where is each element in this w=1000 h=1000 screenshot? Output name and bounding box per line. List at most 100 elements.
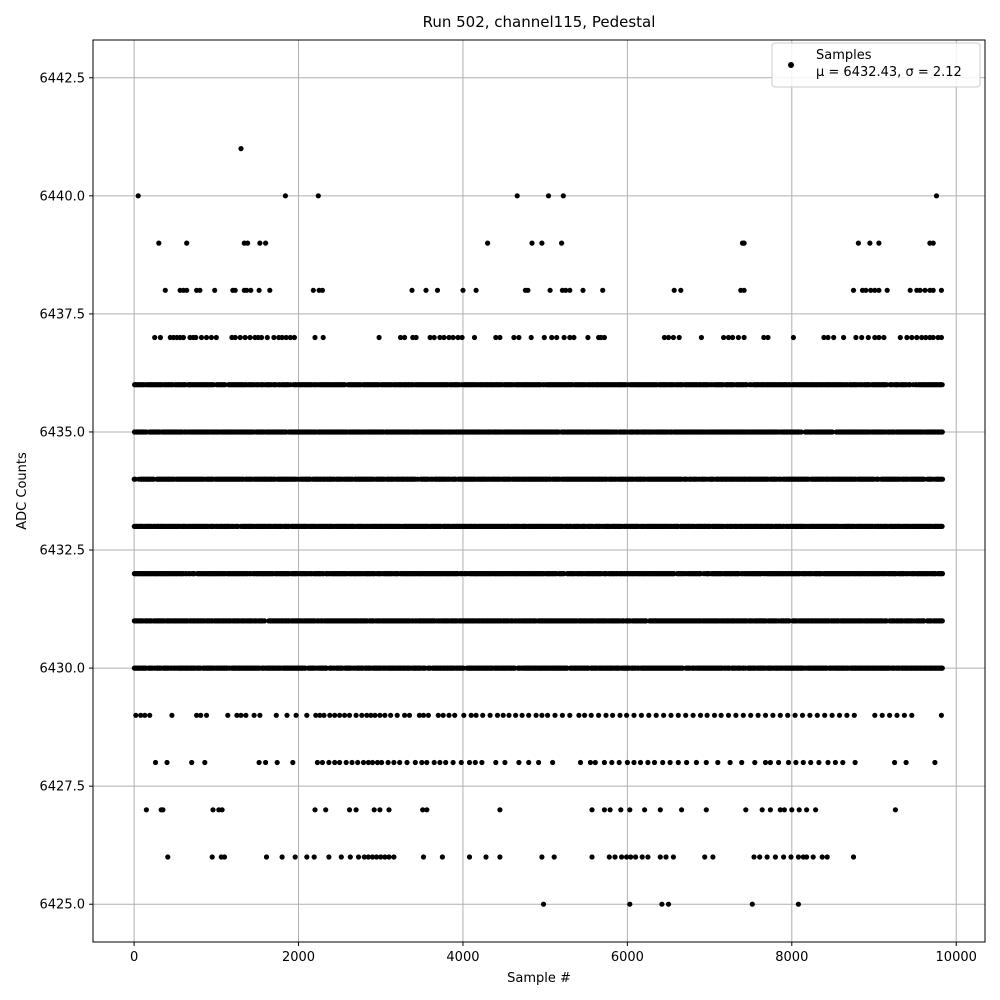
data-point: [283, 334, 289, 341]
data-point: [678, 287, 684, 293]
data-point: [627, 807, 633, 813]
data-point: [203, 334, 210, 341]
data-point: [698, 334, 705, 341]
data-point: [466, 854, 473, 860]
data-point: [355, 854, 362, 860]
data-point: [471, 334, 478, 341]
data-point: [795, 854, 802, 860]
data-point: [735, 334, 742, 341]
data-point: [637, 759, 644, 766]
data-point: [853, 334, 859, 341]
data-point: [639, 854, 645, 860]
data-point: [263, 240, 269, 246]
data-point: [919, 334, 925, 341]
data-point: [710, 854, 716, 860]
data-point: [437, 334, 443, 341]
data-point: [274, 759, 280, 766]
data-point: [263, 759, 269, 766]
data-point: [397, 334, 404, 341]
data-point: [304, 712, 310, 718]
data-point: [282, 193, 288, 199]
data-point: [938, 287, 945, 293]
data-point: [938, 712, 945, 718]
data-point: [718, 712, 724, 718]
data-point: [567, 712, 573, 718]
data-point: [757, 854, 763, 860]
data-point: [790, 334, 797, 341]
data-point: [365, 854, 371, 860]
data-point: [703, 759, 709, 766]
data-point: [930, 240, 936, 246]
data-point: [138, 712, 144, 718]
data-point: [234, 712, 240, 718]
data-point: [785, 712, 791, 718]
data-point: [494, 712, 501, 718]
data-point: [147, 712, 153, 718]
data-point: [304, 854, 310, 860]
data-point: [133, 712, 139, 718]
data-point: [592, 759, 598, 766]
data-point: [855, 240, 862, 246]
data-point: [202, 759, 208, 766]
data-point: [733, 712, 739, 718]
data-point: [876, 240, 882, 246]
data-point: [497, 854, 503, 860]
data-point: [903, 759, 909, 766]
data-point: [670, 854, 677, 860]
data-point: [466, 759, 473, 766]
data-point: [468, 712, 474, 718]
data-point: [872, 287, 878, 293]
data-point: [290, 759, 296, 766]
data-point: [315, 193, 321, 199]
data-point: [807, 712, 813, 718]
data-point: [939, 571, 946, 577]
data-point: [748, 712, 754, 718]
data-point: [386, 854, 392, 860]
data-points: [131, 146, 946, 907]
data-point: [865, 334, 871, 341]
data-point: [619, 854, 625, 860]
data-point: [497, 807, 503, 813]
data-point: [377, 712, 383, 718]
data-point: [397, 759, 403, 766]
data-point: [785, 759, 792, 766]
data-point: [661, 712, 667, 718]
data-point: [876, 287, 882, 293]
data-point: [576, 712, 582, 718]
data-point: [313, 712, 319, 718]
data-point: [741, 287, 747, 293]
data-point: [800, 759, 806, 766]
data-point: [493, 759, 499, 766]
data-point: [939, 523, 945, 530]
data-point: [821, 334, 827, 341]
data-point: [930, 287, 936, 293]
data-point: [162, 287, 168, 293]
data-point: [852, 759, 858, 766]
data-point: [245, 240, 251, 246]
data-point: [450, 759, 456, 766]
data-point: [284, 712, 290, 718]
data-point: [271, 334, 277, 341]
data-point: [741, 240, 747, 246]
data-point: [813, 807, 819, 813]
data-point: [781, 807, 788, 813]
data-point: [653, 712, 659, 718]
data-point: [675, 759, 681, 766]
data-point: [378, 854, 384, 860]
data-point: [435, 712, 441, 718]
data-point: [879, 712, 885, 718]
data-point: [323, 807, 329, 813]
data-point: [256, 759, 262, 766]
data-point: [762, 759, 769, 766]
data-point: [589, 854, 595, 860]
data-point: [371, 807, 377, 813]
data-point: [263, 854, 270, 860]
data-point: [165, 854, 171, 860]
data-point: [480, 712, 486, 718]
data-point: [425, 712, 431, 718]
data-point: [514, 193, 520, 199]
data-point: [519, 712, 525, 718]
data-point: [646, 712, 652, 718]
data-point: [361, 854, 367, 860]
data-point: [251, 712, 257, 718]
